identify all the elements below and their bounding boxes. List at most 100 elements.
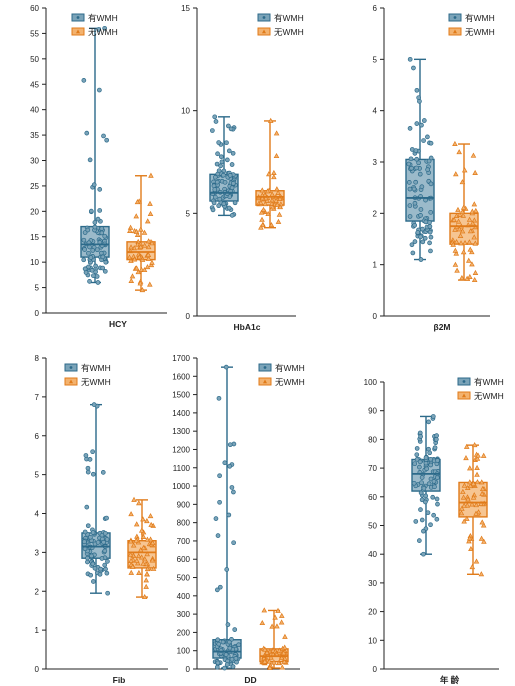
data-point [454,267,460,273]
data-point [407,56,413,62]
data-point [406,180,412,185]
data-point [222,460,228,466]
data-point [105,590,110,596]
data-point [456,149,462,155]
data-point [88,208,94,214]
x-axis-label: 年 龄 [440,675,460,685]
x-axis-label: DD [244,675,256,685]
data-point [227,463,233,469]
data-point [275,607,281,613]
legend-label-without-wmh: 无WMH [88,27,118,37]
data-point [218,163,223,169]
data-point [471,442,478,448]
data-point [210,207,216,213]
data-point [233,656,239,661]
data-point [408,156,414,162]
y-tick-label: 0 [186,665,191,674]
data-point [472,240,479,246]
legend-label-with-wmh: 有WMH [474,377,504,387]
data-point [148,521,154,527]
data-point [141,593,148,600]
data-point [412,222,418,228]
data-point [469,564,476,570]
data-point [216,395,222,401]
data-point [467,273,473,279]
data-point [223,364,229,370]
data-point [92,220,98,225]
data-point [426,419,431,425]
data-point [277,204,283,210]
data-point [143,583,149,589]
data-point [425,167,430,172]
data-point [472,269,479,275]
data-point [416,538,422,543]
data-point [134,231,141,237]
data-point [83,453,89,458]
data-point [274,201,281,207]
data-point [275,218,282,224]
data-point [470,494,477,500]
data-point [104,537,110,542]
data-point [91,182,97,188]
data-point [136,254,143,260]
data-point [227,173,233,178]
data-point [466,538,472,544]
data-point [416,95,422,101]
y-tick-label: 15 [181,4,190,13]
data-point [226,123,231,129]
data-point [223,652,229,657]
y-tick-label: 3 [373,158,378,167]
data-point [90,530,96,535]
data-point [263,195,269,201]
data-point [467,465,473,471]
data-point [428,522,433,528]
data-point [273,130,280,136]
data-point [236,642,242,648]
data-point [127,538,134,544]
data-point [218,154,224,160]
legend-label-without-wmh: 无WMH [81,377,111,387]
data-point [430,494,436,500]
data-point [422,235,428,241]
data-point [473,510,479,516]
data-point [470,480,477,486]
data-point [97,208,103,213]
data-point [407,126,413,131]
legend-label-with-wmh: 有WMH [275,363,305,373]
legend-marker-triangle [453,29,457,34]
data-point [101,133,106,139]
data-point [418,490,424,496]
data-point [85,227,91,233]
data-point [95,216,101,222]
data-point [471,201,478,207]
data-point [478,535,485,541]
data-point [428,140,434,146]
data-point [104,137,110,143]
data-point [138,527,145,533]
data-point [407,214,413,219]
data-point [144,566,151,572]
data-point [406,161,412,167]
data-point [264,188,271,194]
y-tick-label: 4 [373,107,378,116]
legend-label-with-wmh: 有WMH [88,13,118,23]
data-point [469,220,476,226]
data-point [421,528,426,534]
data-point [480,522,487,528]
data-point [277,195,283,201]
data-point [94,274,100,279]
data-point [418,207,424,212]
data-point [418,507,423,512]
data-point [266,171,272,177]
y-tick-label: 5 [35,471,40,480]
data-point [102,548,108,554]
data-point [212,174,218,180]
data-point [411,186,417,192]
data-point [450,241,457,247]
data-point [97,87,102,93]
data-point [414,87,420,93]
legend-marker-triangle [262,29,266,34]
data-point [474,455,481,461]
legend-label-without-wmh: 无WMH [275,377,305,387]
y-tick-label: 0 [373,665,378,674]
